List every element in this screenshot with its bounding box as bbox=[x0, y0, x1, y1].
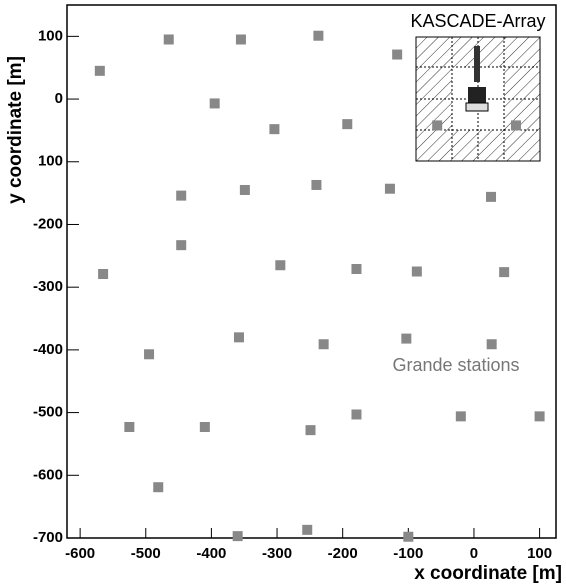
x-tick-label: -300 bbox=[262, 545, 292, 562]
station bbox=[233, 332, 244, 343]
station bbox=[199, 422, 210, 433]
station bbox=[486, 339, 497, 350]
station bbox=[351, 263, 362, 274]
y-tick-label: 100 bbox=[38, 27, 63, 44]
station bbox=[144, 349, 155, 360]
station bbox=[163, 34, 174, 45]
station bbox=[124, 422, 135, 433]
kascade-inset bbox=[415, 36, 541, 162]
station bbox=[98, 269, 109, 280]
station bbox=[534, 411, 545, 422]
station bbox=[510, 120, 521, 131]
y-tick-label: -400 bbox=[33, 341, 63, 358]
station bbox=[94, 65, 105, 76]
station bbox=[235, 34, 246, 45]
station bbox=[232, 531, 243, 542]
station bbox=[153, 482, 164, 493]
station bbox=[305, 425, 316, 436]
station bbox=[499, 267, 510, 278]
station bbox=[455, 411, 466, 422]
station bbox=[392, 49, 403, 60]
y-tick-label: 0 bbox=[55, 90, 63, 107]
x-tick-label: -600 bbox=[65, 545, 95, 562]
x-tick-label: -100 bbox=[393, 545, 423, 562]
plot-frame bbox=[66, 4, 557, 539]
station bbox=[302, 524, 313, 535]
y-tick-label: -300 bbox=[33, 278, 63, 295]
station bbox=[239, 184, 250, 195]
station bbox=[384, 183, 395, 194]
station bbox=[318, 339, 329, 350]
station bbox=[209, 98, 220, 109]
x-tick-label: -200 bbox=[328, 545, 358, 562]
station bbox=[432, 120, 443, 131]
station bbox=[311, 179, 322, 190]
inset-label: KASCADE-Array bbox=[410, 11, 545, 31]
station bbox=[176, 190, 187, 201]
inset-detector bbox=[465, 102, 489, 112]
x-tick-label: 0 bbox=[470, 545, 478, 562]
station bbox=[411, 266, 422, 277]
x-tick-label: -400 bbox=[196, 545, 226, 562]
station bbox=[403, 531, 414, 542]
y-tick-label: -600 bbox=[33, 466, 63, 483]
x-tick-label: -500 bbox=[131, 545, 161, 562]
station bbox=[176, 240, 187, 251]
inset-detector bbox=[474, 46, 480, 82]
station bbox=[486, 191, 497, 202]
station bbox=[351, 409, 362, 420]
y-tick-label: -200 bbox=[33, 215, 63, 232]
station bbox=[401, 333, 412, 344]
x-tick-label: 100 bbox=[527, 545, 552, 562]
inset-detector bbox=[468, 87, 486, 103]
x-axis-label: x coordinate [m] bbox=[414, 563, 562, 584]
station bbox=[275, 260, 286, 271]
station bbox=[313, 30, 324, 41]
station bbox=[342, 119, 353, 130]
station bbox=[269, 124, 280, 135]
y-tick-label: -500 bbox=[33, 404, 63, 421]
annotation: Grande stations bbox=[392, 355, 519, 375]
y-axis-label: y coordinate [m] bbox=[5, 56, 26, 204]
y-tick-label: 100 bbox=[38, 153, 63, 170]
y-tick-label: -700 bbox=[33, 529, 63, 546]
